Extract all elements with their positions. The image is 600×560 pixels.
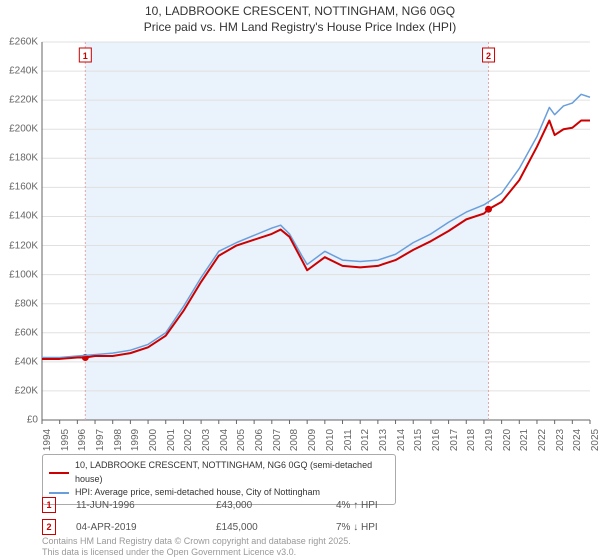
legend-swatch: [49, 472, 69, 474]
x-tick-label: 2003: [201, 429, 212, 451]
transaction-hpi-delta: 4% ↑ HPI: [336, 500, 426, 511]
y-tick-label: £120K: [9, 240, 38, 251]
plot-svg: 12: [42, 42, 590, 420]
x-tick-label: 1994: [42, 429, 53, 451]
x-tick-label: 2012: [360, 429, 371, 451]
x-tick-label: 2013: [378, 429, 389, 451]
transaction-price: £145,000: [216, 522, 316, 533]
transaction-date: 11-JUN-1996: [76, 500, 196, 511]
y-tick-label: £260K: [9, 37, 38, 48]
x-tick-label: 2025: [590, 429, 600, 451]
legend-label: 10, LADBROOKE CRESCENT, NOTTINGHAM, NG6 …: [75, 459, 389, 486]
x-tick-label: 2011: [343, 429, 354, 451]
y-axis: £0£20K£40K£60K£80K£100K£120K£140K£160K£1…: [0, 42, 40, 420]
x-tick-label: 2021: [519, 429, 530, 451]
chart-container: 10, LADBROOKE CRESCENT, NOTTINGHAM, NG6 …: [0, 0, 600, 560]
footer-line1: Contains HM Land Registry data © Crown c…: [42, 536, 351, 547]
x-tick-label: 2022: [537, 429, 548, 451]
y-tick-label: £60K: [15, 327, 38, 338]
y-tick-label: £180K: [9, 153, 38, 164]
x-tick-label: 2000: [148, 429, 159, 451]
x-tick-label: 2010: [325, 429, 336, 451]
chart-title-block: 10, LADBROOKE CRESCENT, NOTTINGHAM, NG6 …: [0, 0, 600, 35]
x-tick-label: 1997: [95, 429, 106, 451]
y-tick-label: £160K: [9, 182, 38, 193]
transaction-price: £43,000: [216, 500, 316, 511]
transaction-marker-box: 1: [42, 497, 56, 513]
x-tick-label: 1995: [60, 429, 71, 451]
marker-box-label: 2: [486, 51, 491, 61]
footer-line2: This data is licensed under the Open Gov…: [42, 547, 351, 558]
x-tick-label: 2014: [396, 429, 407, 451]
x-tick-label: 2024: [572, 429, 583, 451]
x-tick-label: 2002: [183, 429, 194, 451]
y-tick-label: £0: [27, 415, 38, 426]
footer: Contains HM Land Registry data © Crown c…: [42, 536, 351, 558]
title-line1: 10, LADBROOKE CRESCENT, NOTTINGHAM, NG6 …: [0, 4, 600, 20]
transaction-hpi-delta: 7% ↓ HPI: [336, 522, 426, 533]
y-tick-label: £40K: [15, 356, 38, 367]
y-tick-label: £240K: [9, 66, 38, 77]
x-tick-label: 2020: [502, 429, 513, 451]
title-line2: Price paid vs. HM Land Registry's House …: [0, 20, 600, 36]
plot-area: 12: [42, 42, 590, 420]
x-tick-label: 2023: [555, 429, 566, 451]
transaction-row: 1 11-JUN-1996 £43,000 4% ↑ HPI: [42, 494, 582, 516]
x-tick-label: 1996: [77, 429, 88, 451]
transaction-date: 04-APR-2019: [76, 522, 196, 533]
x-tick-label: 2016: [431, 429, 442, 451]
x-tick-label: 2006: [254, 429, 265, 451]
x-tick-label: 2017: [449, 429, 460, 451]
y-tick-label: £220K: [9, 95, 38, 106]
y-tick-label: £20K: [15, 385, 38, 396]
y-tick-label: £100K: [9, 269, 38, 280]
x-tick-label: 2001: [166, 429, 177, 451]
x-tick-label: 2005: [236, 429, 247, 451]
x-tick-label: 2015: [413, 429, 424, 451]
marker-box-label: 1: [83, 51, 88, 61]
transaction-row: 2 04-APR-2019 £145,000 7% ↓ HPI: [42, 516, 582, 538]
transaction-marker-box: 2: [42, 519, 56, 535]
x-tick-label: 2007: [272, 429, 283, 451]
y-tick-label: £200K: [9, 124, 38, 135]
transactions-table: 1 11-JUN-1996 £43,000 4% ↑ HPI 2 04-APR-2019 £…: [42, 494, 582, 538]
x-tick-label: 1998: [113, 429, 124, 451]
y-tick-label: £140K: [9, 211, 38, 222]
x-tick-label: 2009: [307, 429, 318, 451]
x-tick-label: 2019: [484, 429, 495, 451]
legend-item: 10, LADBROOKE CRESCENT, NOTTINGHAM, NG6 …: [49, 459, 389, 486]
x-tick-label: 2018: [466, 429, 477, 451]
y-tick-label: £80K: [15, 298, 38, 309]
x-tick-label: 2004: [219, 429, 230, 451]
x-tick-label: 2008: [289, 429, 300, 451]
x-tick-label: 1999: [130, 429, 141, 451]
